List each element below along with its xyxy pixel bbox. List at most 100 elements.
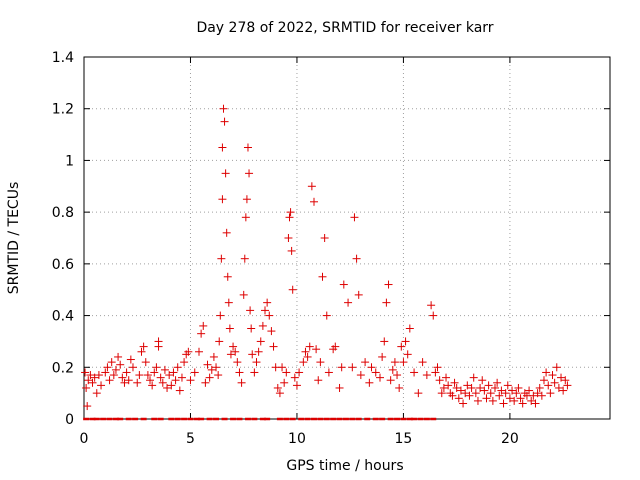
data-point (254, 347, 263, 356)
data-point (220, 117, 229, 126)
data-point (563, 381, 572, 390)
data-point (463, 381, 472, 390)
data-point (503, 381, 512, 390)
data-point (169, 368, 178, 377)
data-point (508, 386, 517, 395)
y-axis: 0 0.2 0.4 0.6 0.8 1 1.2 1.4 (52, 50, 610, 428)
data-point (286, 208, 295, 217)
data-point (309, 197, 318, 206)
data-point (493, 378, 502, 387)
y-tick-label: 1 (65, 153, 74, 169)
data-point (150, 368, 159, 377)
data-point (476, 383, 485, 392)
data-point (248, 350, 257, 359)
data-point (495, 391, 504, 400)
data-point (429, 311, 438, 320)
data-point (288, 285, 297, 294)
data-point (124, 376, 133, 385)
data-point (295, 368, 304, 377)
data-point (111, 365, 120, 374)
data-point (160, 365, 169, 374)
data-point (101, 368, 110, 377)
data-point (542, 368, 551, 377)
data-point (267, 327, 276, 336)
y-tick-label: 0 (65, 412, 74, 428)
data-point (245, 169, 254, 178)
data-point (146, 376, 155, 385)
data-point (235, 368, 244, 377)
data-point (354, 290, 363, 299)
data-point (471, 389, 480, 398)
data-point (459, 399, 468, 408)
data-point (137, 347, 146, 356)
y-tick-label: 1.2 (52, 102, 74, 118)
data-point (480, 386, 489, 395)
data-point (152, 363, 161, 372)
data-point (118, 373, 127, 382)
data-point (482, 394, 491, 403)
data-point (201, 378, 210, 387)
data-point (278, 363, 287, 372)
data-point (205, 373, 214, 382)
data-point (399, 358, 408, 367)
data-point (390, 358, 399, 367)
data-point (431, 368, 440, 377)
data-point (237, 378, 246, 387)
data-point (163, 383, 172, 392)
data-point (186, 376, 195, 385)
data-point (378, 352, 387, 361)
data-point (529, 391, 538, 400)
data-point (222, 228, 231, 237)
data-point (537, 391, 546, 400)
data-point (109, 371, 118, 380)
data-point (344, 298, 353, 307)
data-point (525, 386, 534, 395)
data-point (371, 368, 380, 377)
grid-lines (84, 57, 610, 419)
data-point (154, 337, 163, 346)
data-point (199, 321, 208, 330)
x-tick-label: 10 (288, 431, 306, 447)
data-point (221, 169, 230, 178)
data-point (510, 396, 519, 405)
data-point (285, 213, 294, 222)
data-point (107, 358, 116, 367)
data-point (486, 389, 495, 398)
data-point (133, 378, 142, 387)
data-point (223, 272, 232, 281)
data-point (386, 376, 395, 385)
data-point (218, 195, 227, 204)
data-point (265, 311, 274, 320)
data-point (410, 368, 419, 377)
data-point (356, 371, 365, 380)
data-point (376, 373, 385, 382)
data-point (301, 347, 310, 356)
data-point (557, 373, 566, 382)
data-point (273, 383, 282, 392)
data-point (307, 182, 316, 191)
data-point (469, 373, 478, 382)
data-point (452, 383, 461, 392)
x-tick-label: 15 (395, 431, 413, 447)
data-point (290, 373, 299, 382)
data-point (339, 280, 348, 289)
data-point (216, 311, 225, 320)
data-point (401, 337, 410, 346)
data-point (197, 329, 206, 338)
data-point (561, 376, 570, 385)
data-point (314, 376, 323, 385)
data-point (224, 298, 233, 307)
data-point (141, 358, 150, 367)
data-point (84, 376, 93, 385)
data-point (158, 378, 167, 387)
data-point (280, 378, 289, 387)
y-tick-label: 1.4 (52, 50, 74, 66)
data-point (312, 345, 321, 354)
data-point (156, 373, 165, 382)
data-point (554, 383, 563, 392)
data-point (518, 399, 527, 408)
data-point (512, 389, 521, 398)
data-point (215, 337, 224, 346)
data-point (439, 383, 448, 392)
data-point (229, 342, 238, 351)
